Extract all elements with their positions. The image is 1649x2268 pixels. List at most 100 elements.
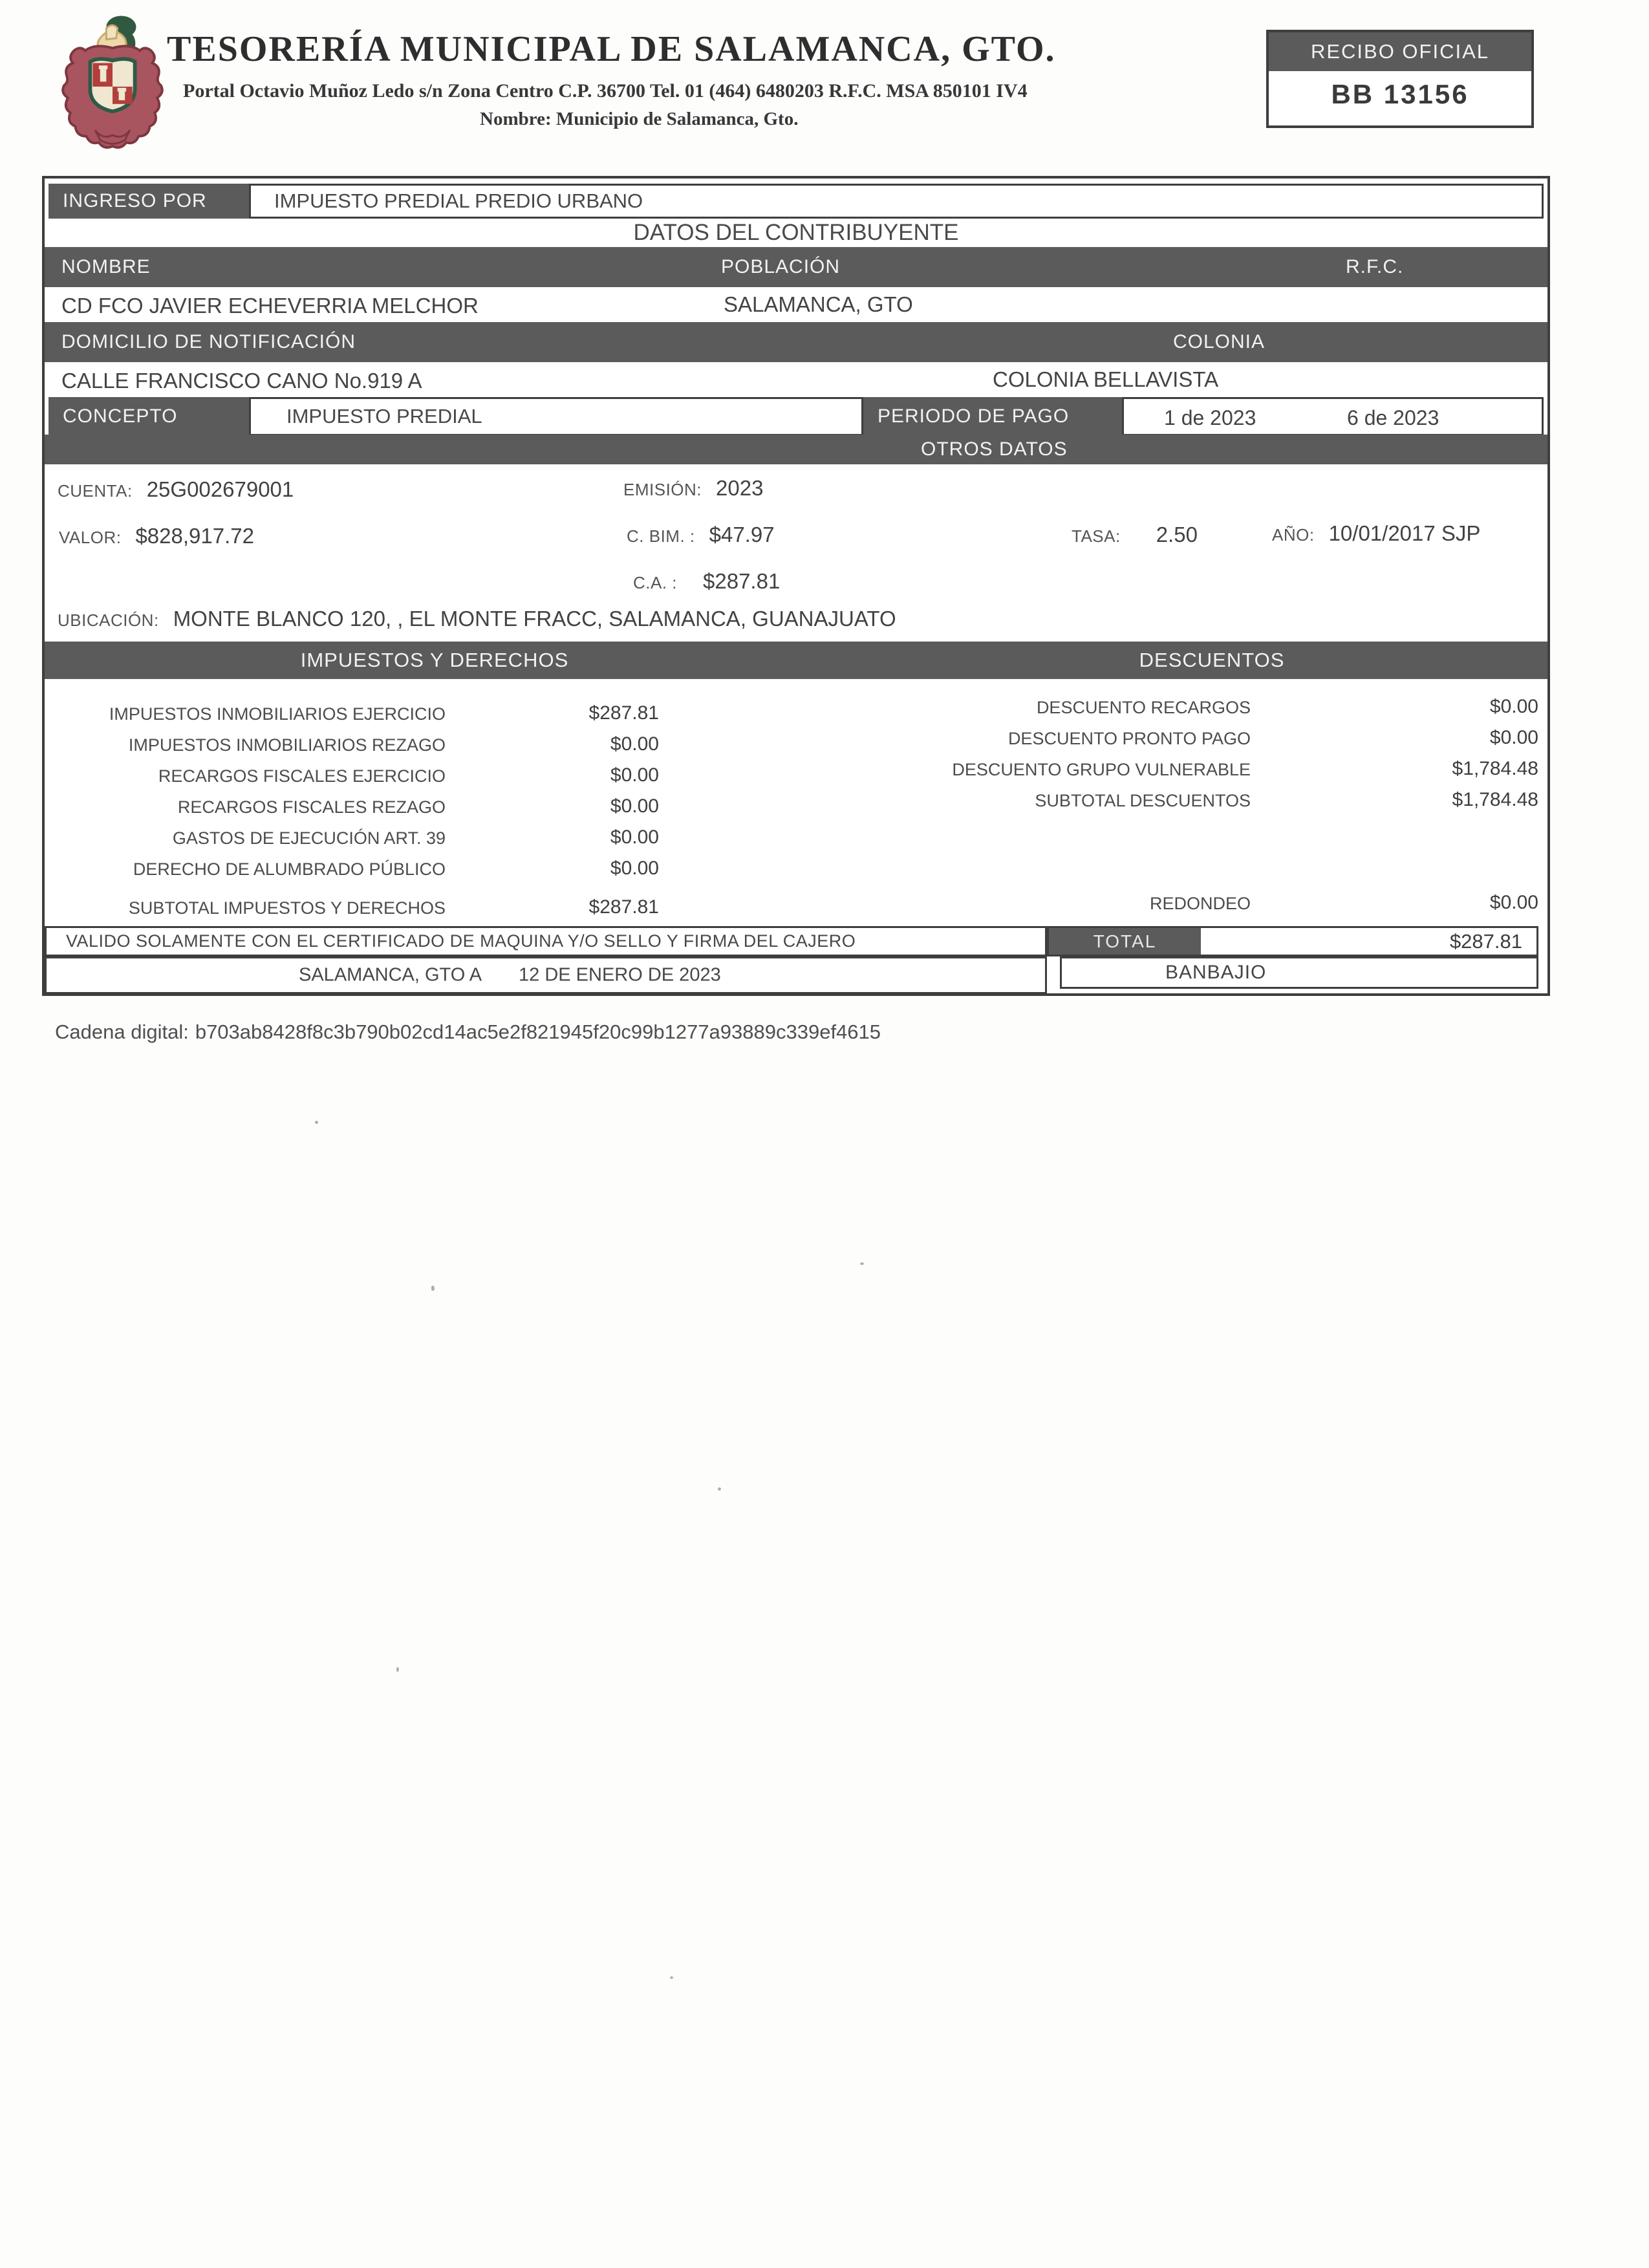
total-strip: TOTAL $287.81 — [1047, 926, 1538, 956]
digital-chain-line: Cadena digital: b703ab8428f8c3b790b02cd14… — [55, 1021, 881, 1044]
periodo-label: PERIODO DE PAGO — [863, 397, 1122, 436]
section-otros-datos-bar: OTROS DATOS — [45, 435, 1547, 464]
periodo-hasta: 6 de 2023 — [1347, 406, 1439, 429]
scan-speck — [431, 1286, 435, 1291]
ingreso-por-value: IMPUESTO PREDIAL PREDIO URBANO — [249, 184, 1544, 219]
org-name-line: Nombre: Municipio de Salamanca, Gto. — [480, 109, 799, 129]
bank-box: BANBAJIO — [1060, 956, 1538, 989]
rfc-label: R.F.C. — [1346, 256, 1404, 277]
total-value: $287.81 — [1449, 929, 1522, 953]
field-valor: VALOR: $828,917.72 — [59, 524, 254, 548]
anio-value: 10/01/2017 SJP — [1328, 521, 1481, 545]
place-date-box: SALAMANCA, GTO A 12 DE ENERO DE 2023 — [45, 956, 1047, 994]
field-ubicacion: UBICACIÓN: MONTE BLANCO 120, , EL MONTE … — [58, 607, 896, 631]
discount-value: $1,784.48 — [1452, 789, 1538, 810]
discount-subtotal-row: SUBTOTAL DESCUENTOS $1,784.48 — [45, 789, 1547, 817]
tasa-label: TASA: — [1072, 526, 1121, 546]
discount-row: DESCUENTO RECARGOS $0.00 — [45, 696, 1547, 724]
charge-value: $287.81 — [588, 702, 659, 724]
emision-label: EMISIÓN: — [623, 480, 702, 499]
field-cuenta: CUENTA: 25G002679001 — [58, 477, 294, 502]
field-ca: C.A. : $287.81 — [633, 569, 780, 594]
coat-of-arms-logo — [61, 16, 164, 149]
charge-row: IMPUESTOS INMOBILIARIOS REZAGO $0.00 — [45, 733, 1547, 761]
concepto-label: CONCEPTO — [48, 397, 249, 436]
place-text: SALAMANCA, GTO A — [299, 964, 482, 986]
discount-value: $0.00 — [1489, 727, 1538, 748]
discount-label: DESCUENTO PRONTO PAGO — [1008, 729, 1251, 748]
periodo-desde: 1 de 2023 — [1164, 406, 1256, 429]
ubicacion-label: UBICACIÓN: — [58, 610, 159, 630]
charge-row: GASTOS DE EJECUCIÓN ART. 39 $0.00 — [45, 826, 1547, 854]
receipt-box-label: RECIBO OFICIAL — [1269, 32, 1531, 71]
nombre-label: NOMBRE — [61, 256, 151, 277]
charge-value: $0.00 — [610, 826, 659, 848]
ca-value: $287.81 — [703, 569, 781, 593]
date-text: 12 DE ENERO DE 2023 — [519, 964, 721, 986]
valor-value: $828,917.72 — [135, 524, 254, 548]
charge-subtotal-row: SUBTOTAL IMPUESTOS Y DERECHOS $287.81 — [45, 896, 1547, 924]
charge-value: $0.00 — [610, 733, 659, 755]
redondeo-value: $0.00 — [1489, 892, 1538, 913]
ca-label: C.A. : — [633, 573, 678, 592]
field-c-bim: C. BIM. : $47.97 — [627, 523, 775, 547]
cuenta-value: 25G002679001 — [146, 477, 294, 501]
charge-label: SUBTOTAL IMPUESTOS Y DERECHOS — [128, 898, 446, 918]
cadena-label: Cadena digital: — [55, 1021, 189, 1043]
colonia-label: COLONIA — [1173, 331, 1266, 352]
ingreso-por-label: INGRESO POR — [48, 184, 249, 219]
charges-header: IMPUESTOS Y DERECHOS — [300, 649, 569, 671]
anio-label: AÑO: — [1272, 525, 1315, 545]
field-tasa: TASA: 2.50 — [1072, 523, 1198, 547]
charge-label: GASTOS DE EJECUCIÓN ART. 39 — [172, 828, 446, 848]
domicilio-value: CALLE FRANCISCO CANO No.919 A — [61, 369, 422, 393]
org-address: Portal Octavio Muñoz Ledo s/n Zona Centr… — [183, 80, 1028, 102]
section-datos-contribuyente: DATOS DEL CONTRIBUYENTE — [633, 220, 959, 245]
charge-label: RECARGOS FISCALES REZAGO — [177, 797, 446, 817]
c-bim-label: C. BIM. : — [627, 526, 695, 546]
receipt-number: BB 13156 — [1331, 79, 1469, 109]
colonia-value: COLONIA BELLAVISTA — [993, 367, 1219, 391]
charge-label: RECARGOS FISCALES EJERCICIO — [158, 766, 446, 786]
valor-label: VALOR: — [59, 528, 122, 547]
total-label: TOTAL — [1049, 928, 1201, 955]
discount-row: DESCUENTO GRUPO VULNERABLE $1,784.48 — [45, 758, 1547, 786]
discount-label: DESCUENTO GRUPO VULNERABLE — [952, 760, 1251, 779]
labels-bar-nombre: NOMBRE POBLACIÓN R.F.C. — [45, 247, 1547, 287]
domicilio-label: DOMICILIO DE NOTIFICACIÓN — [61, 331, 356, 352]
charge-label: IMPUESTOS INMOBILIARIOS EJERCICIO — [109, 704, 446, 724]
receipt-form-table: INGRESO POR IMPUESTO PREDIAL PREDIO URBA… — [42, 176, 1550, 996]
discount-label: SUBTOTAL DESCUENTOS — [1035, 791, 1251, 810]
valido-notice: VALIDO SOLAMENTE CON EL CERTIFICADO DE M… — [45, 926, 1047, 956]
scan-speck — [396, 1667, 399, 1672]
ubicacion-value: MONTE BLANCO 120, , EL MONTE FRACC, SALA… — [173, 607, 896, 631]
otros-datos-header: OTROS DATOS — [921, 438, 1068, 460]
scan-speck — [718, 1487, 721, 1491]
discounts-header: DESCUENTOS — [1139, 649, 1285, 671]
charge-row: RECARGOS FISCALES EJERCICIO $0.00 — [45, 764, 1547, 792]
charges-discounts-header-bar: IMPUESTOS Y DERECHOS DESCUENTOS — [45, 642, 1547, 679]
field-emision: EMISIÓN: 2023 — [623, 476, 763, 501]
concepto-value: IMPUESTO PREDIAL — [249, 397, 863, 436]
charge-value: $0.00 — [610, 795, 659, 817]
nombre-value: CD FCO JAVIER ECHEVERRIA MELCHOR — [61, 294, 479, 318]
charge-value: $287.81 — [588, 896, 659, 918]
scan-speck — [315, 1121, 318, 1124]
discount-value: $0.00 — [1489, 696, 1538, 717]
c-bim-value: $47.97 — [709, 523, 775, 546]
emision-value: 2023 — [716, 476, 764, 500]
periodo-value-box: 1 de 2023 6 de 2023 — [1122, 397, 1544, 436]
redondeo-row: REDONDEO $0.00 — [45, 892, 1547, 920]
poblacion-label: POBLACIÓN — [721, 256, 841, 277]
bank-name: BANBAJIO — [1165, 962, 1267, 983]
org-title: TESORERÍA MUNICIPAL DE SALAMANCA, GTO. — [167, 29, 1056, 69]
field-anio: AÑO: 10/01/2017 SJP — [1272, 521, 1480, 546]
charge-value: $0.00 — [610, 764, 659, 786]
charge-label: IMPUESTOS INMOBILIARIOS REZAGO — [128, 735, 446, 755]
scan-speck — [860, 1262, 864, 1265]
discount-label: DESCUENTO RECARGOS — [1036, 698, 1251, 717]
ingreso-por-row: INGRESO POR IMPUESTO PREDIAL PREDIO URBA… — [48, 184, 1544, 219]
official-receipt-box: RECIBO OFICIAL BB 13156 — [1266, 30, 1534, 128]
redondeo-label: REDONDEO — [1149, 894, 1251, 913]
